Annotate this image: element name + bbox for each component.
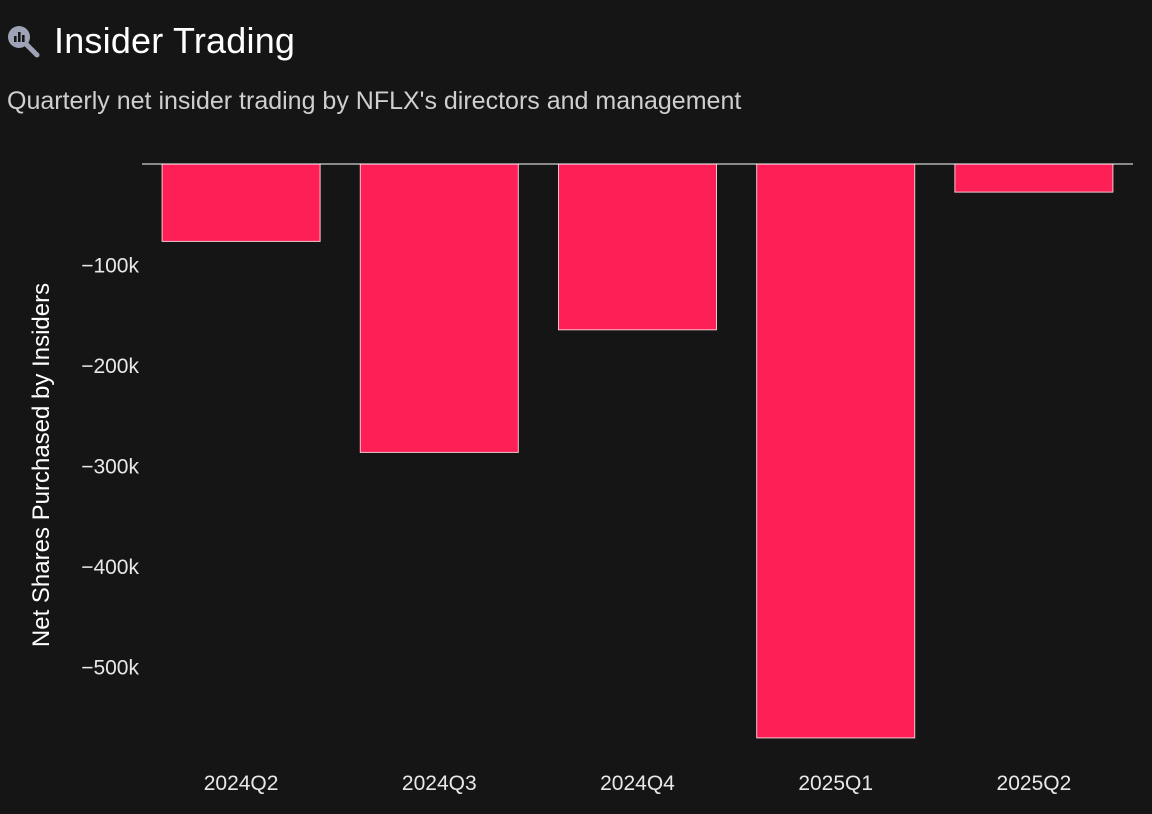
x-tick-label: 2024Q4	[600, 772, 675, 795]
x-tick-label: 2025Q1	[798, 772, 873, 795]
x-tick-label: 2025Q2	[997, 772, 1072, 795]
y-tick-label: −300k	[81, 456, 139, 479]
x-axis-ticks: 2024Q2 2024Q3 2024Q4 2025Q1 2025Q2	[204, 772, 1072, 795]
y-axis-ticks: −100k −200k −300k −400k −500k	[81, 255, 139, 680]
y-tick-label: −500k	[81, 657, 139, 680]
page-title: Insider Trading	[54, 20, 296, 61]
y-axis-title: Net Shares Purchased by Insiders	[28, 283, 55, 647]
bar-2025Q2	[954, 163, 1114, 193]
bars-group	[161, 163, 1114, 739]
magnifier-chart-icon	[8, 26, 40, 58]
bar-2025Q1	[756, 163, 916, 739]
bar-2024Q4	[558, 163, 717, 331]
bar-2024Q3	[359, 163, 519, 453]
y-tick-label: −400k	[81, 556, 139, 579]
header: Insider Trading	[6, 18, 295, 64]
y-tick-label: −100k	[81, 255, 139, 278]
bar-2024Q2	[161, 163, 321, 242]
x-tick-label: 2024Q2	[204, 772, 279, 795]
y-tick-label: −200k	[81, 355, 139, 378]
x-tick-label: 2024Q3	[402, 772, 477, 795]
chart-subtitle: Quarterly net insider trading by NFLX's …	[7, 87, 742, 115]
